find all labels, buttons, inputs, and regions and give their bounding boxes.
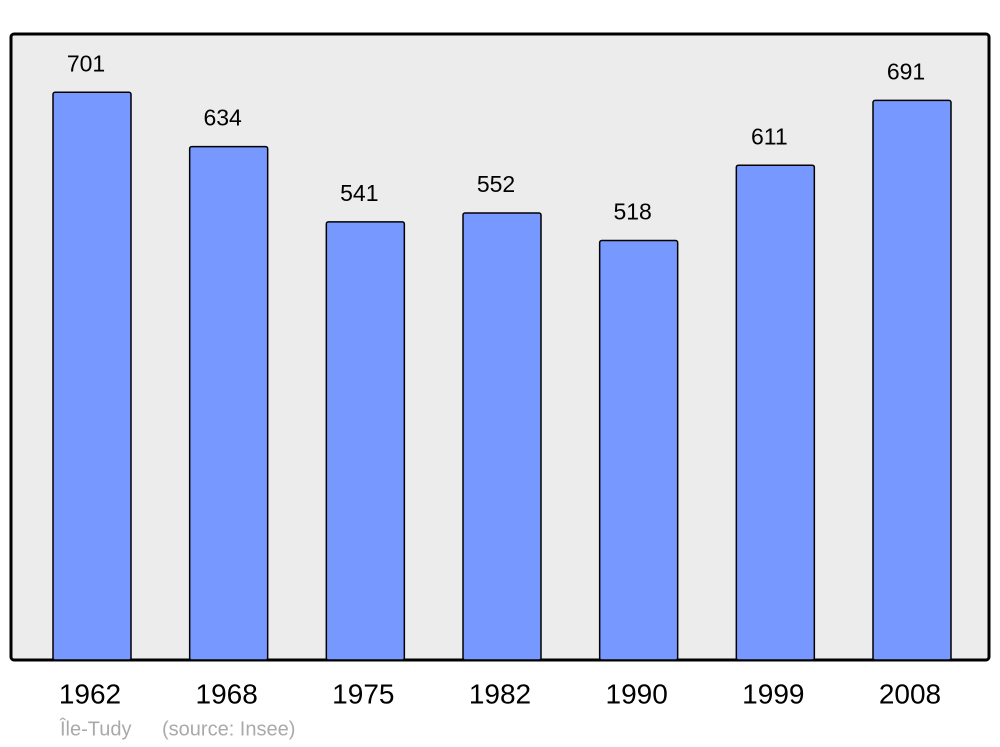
bar [325,221,406,661]
bar [52,91,132,661]
x-tick-label: 1962 [59,678,121,709]
x-tick-label: 1982 [469,678,531,709]
x-tick-label: 1990 [606,678,668,709]
value-label: 634 [203,105,242,131]
x-tick-label: 1999 [742,678,804,709]
x-tick-label: 1968 [196,678,258,709]
bar [188,145,269,661]
value-label: 541 [340,180,378,206]
value-label: 552 [477,171,515,197]
value-label: 701 [67,50,105,76]
caption: Île-Tudy [59,717,132,740]
bar [462,212,542,661]
bar [872,99,952,661]
value-label: 611 [751,123,788,149]
value-label: 691 [887,58,925,84]
x-tick-label: 1975 [332,678,394,709]
x-tick-label: 2008 [879,678,941,709]
bar [735,164,816,661]
bar [598,239,679,661]
source: (source: Insee) [162,718,295,740]
value-label: 518 [613,199,651,225]
